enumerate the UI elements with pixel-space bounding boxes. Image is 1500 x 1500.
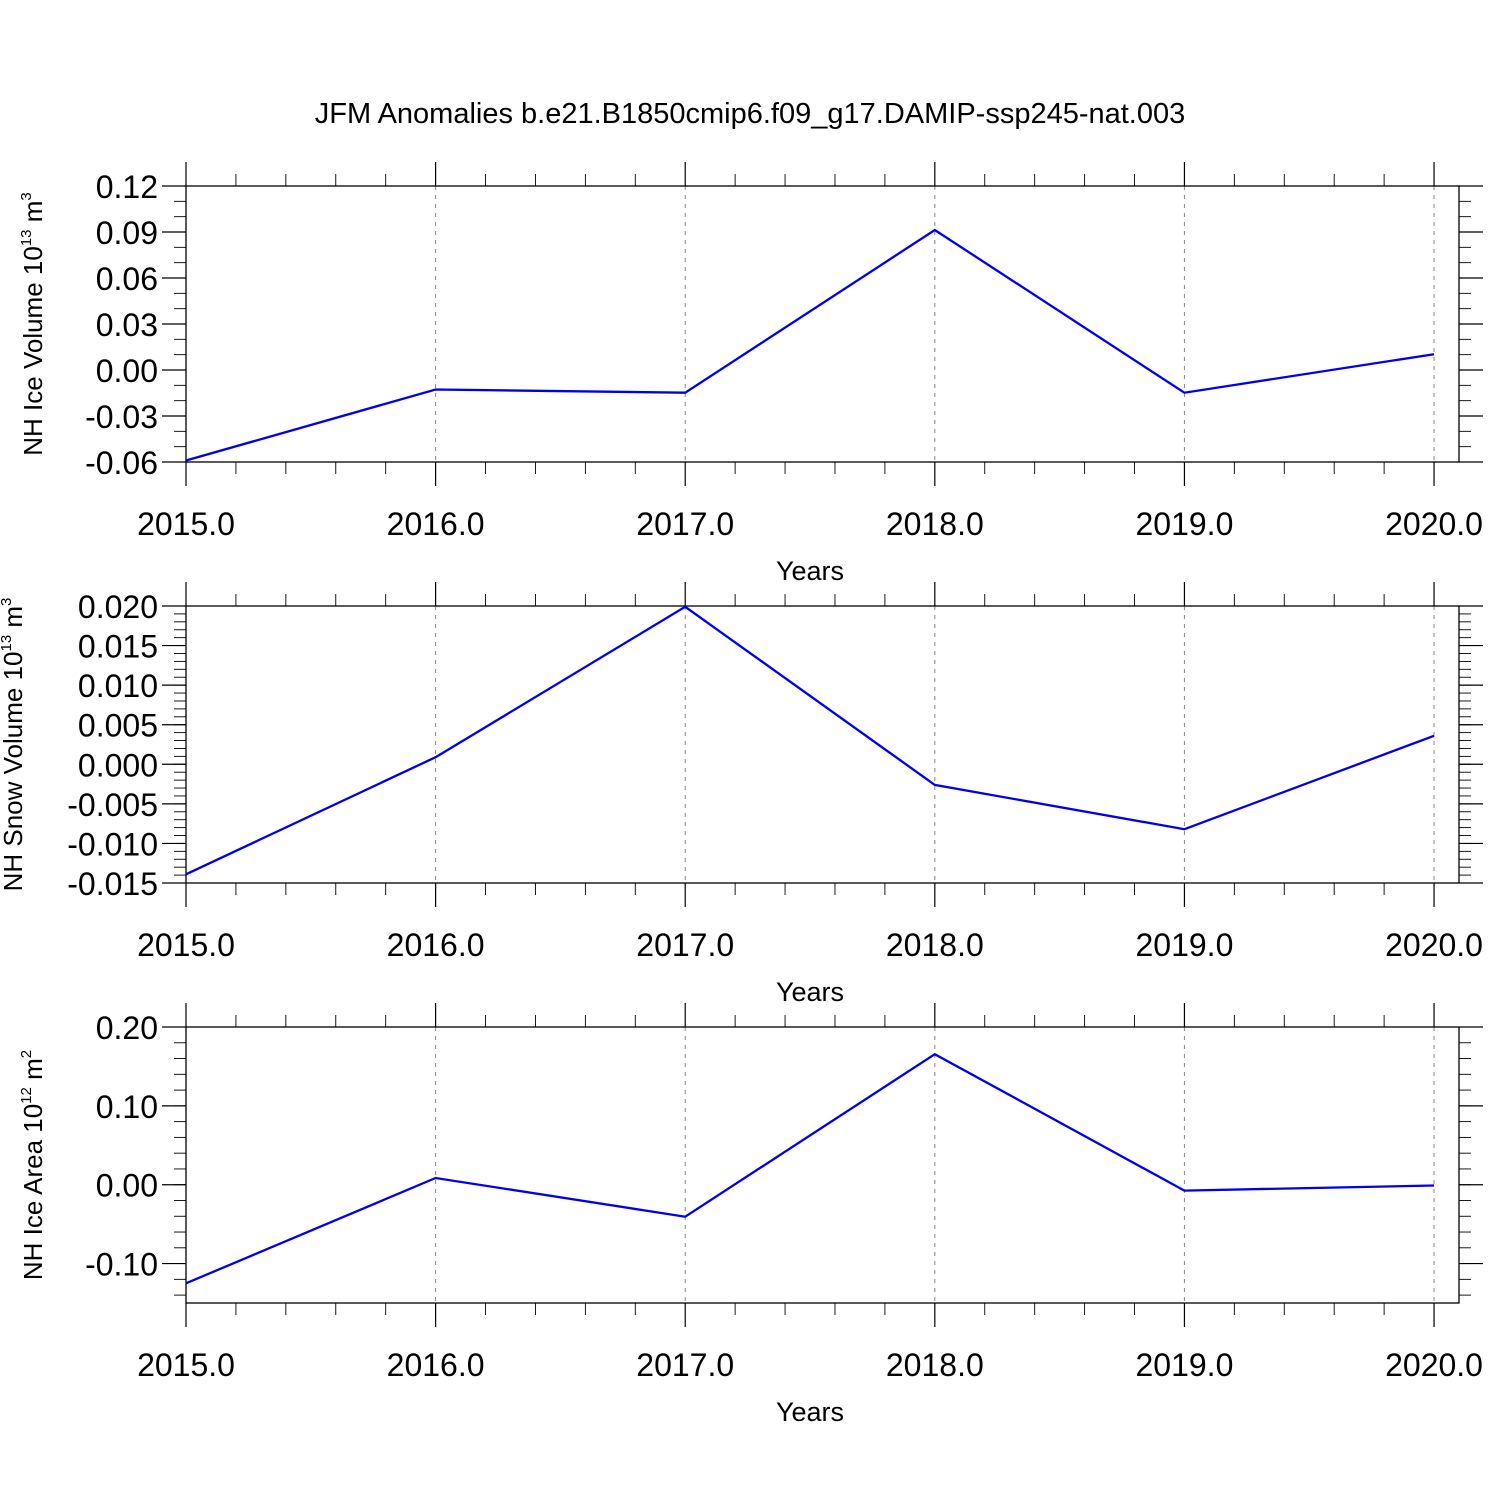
x-axis-title: Years xyxy=(776,556,844,586)
x-tick-label: 2017.0 xyxy=(636,1347,734,1383)
x-tick-label: 2015.0 xyxy=(137,927,235,963)
y-axis-title-sup2: 3 xyxy=(18,192,35,200)
plot-frame xyxy=(185,605,1460,884)
y-tick-label: 0.00 xyxy=(96,353,158,389)
plot-frame xyxy=(185,185,1460,463)
y-axis-title: NH Ice Volume 1013 m3 xyxy=(18,192,48,455)
x-tick-label: 2018.0 xyxy=(886,927,984,963)
y-tick-label: -0.10 xyxy=(85,1247,158,1283)
x-tick-label: 2020.0 xyxy=(1385,506,1483,542)
y-tick-label: 0.005 xyxy=(78,708,158,744)
x-tick-label: 2020.0 xyxy=(1385,927,1483,963)
x-tick-label: 2015.0 xyxy=(137,506,235,542)
y-tick-label: -0.03 xyxy=(85,399,158,435)
x-axis-title: Years xyxy=(776,977,844,1007)
x-tick-label: 2017.0 xyxy=(636,927,734,963)
x-tick-label: 2015.0 xyxy=(137,1347,235,1383)
y-tick-label: -0.015 xyxy=(67,866,158,902)
y-axis-title-sup1: 13 xyxy=(0,635,15,652)
y-axis-title-sup2: 2 xyxy=(18,1050,35,1058)
y-tick-label: 0.20 xyxy=(96,1010,158,1046)
y-axis-title-mid: m xyxy=(0,606,28,635)
x-tick-label: 2019.0 xyxy=(1135,1347,1233,1383)
y-tick-label: -0.010 xyxy=(67,826,158,862)
panel-snow-volume: 2015.0 2016.0 2017.0 2018.0 2019.0 2020.0 -0.0… xyxy=(0,582,1483,1007)
x-tick-label: 2016.0 xyxy=(387,927,485,963)
panel-ice-area: 2015.0 2016.0 2017.0 2018.0 2019.0 2020.0 -0.1… xyxy=(18,1003,1483,1427)
y-tick-label: 0.10 xyxy=(96,1089,158,1125)
x-tick-label: 2018.0 xyxy=(886,1347,984,1383)
series-line-ice-volume xyxy=(185,228,1435,462)
y-axis-title-sup2: 3 xyxy=(0,598,15,606)
y-tick-label: -0.06 xyxy=(85,445,158,481)
y-axis-title: NH Ice Area 1012 m2 xyxy=(18,1050,48,1280)
series-line-ice-area xyxy=(185,1052,1435,1285)
y-tick-label: 0.03 xyxy=(96,307,158,343)
y-tick-label: 0.000 xyxy=(78,747,158,783)
x-tick-label: 2020.0 xyxy=(1385,1347,1483,1383)
series-line-snow-volume xyxy=(185,605,1435,876)
y-axis-title-sup1: 12 xyxy=(18,1087,35,1104)
y-tick-label: 0.00 xyxy=(96,1168,158,1204)
y-tick-label: 0.06 xyxy=(96,261,158,297)
y-axis-title-mid: m xyxy=(18,1058,48,1087)
plot-frame xyxy=(185,1026,1460,1304)
x-tick-label: 2019.0 xyxy=(1135,927,1233,963)
y-axis-title-text: NH Ice Volume 10 xyxy=(18,246,48,456)
y-tick-label: 0.015 xyxy=(78,629,158,665)
y-tick-label: 0.09 xyxy=(96,215,158,251)
y-tick-label: 0.010 xyxy=(78,668,158,704)
y-axis-title-text: NH Ice Area 10 xyxy=(18,1104,48,1280)
y-tick-label: -0.005 xyxy=(67,787,158,823)
x-tick-label: 2019.0 xyxy=(1135,506,1233,542)
x-tick-label: 2016.0 xyxy=(387,506,485,542)
y-tick-label: 0.020 xyxy=(78,589,158,625)
x-tick-label: 2016.0 xyxy=(387,1347,485,1383)
y-axis-title-sup1: 13 xyxy=(18,229,35,246)
x-tick-label: 2018.0 xyxy=(886,506,984,542)
y-axis-title: NH Snow Volume 1013 m3 xyxy=(0,598,28,892)
y-tick-label: 0.12 xyxy=(96,169,158,205)
figure-title: JFM Anomalies b.e21.B1850cmip6.f09_g17.D… xyxy=(315,98,1186,130)
panel-ice-volume: 2015.0 2016.0 2017.0 2018.0 2019.0 2020.0 -0.0… xyxy=(18,162,1483,586)
x-tick-label: 2017.0 xyxy=(636,506,734,542)
y-axis-title-mid: m xyxy=(18,201,48,230)
y-axis-title-text: NH Snow Volume 10 xyxy=(0,652,28,892)
x-axis-title: Years xyxy=(776,1397,844,1427)
